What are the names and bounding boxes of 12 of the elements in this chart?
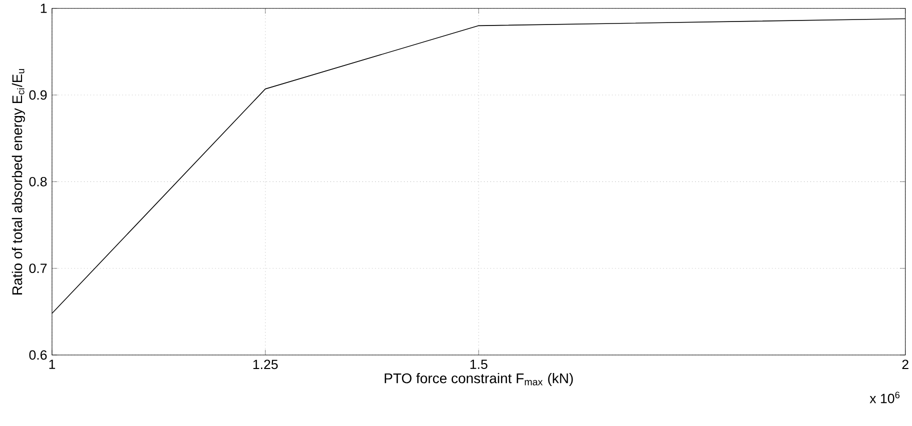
x-tick-label: 2 [902, 360, 908, 370]
x-tick-label: 1.5 [470, 360, 488, 370]
x-axis-title: PTO force constraint F$_{max}$ (kN) [384, 372, 573, 386]
y-tick-label: 0.7 [29, 264, 47, 274]
y-tick-label: 0.8 [29, 176, 47, 186]
y-axis-title: Ratio of total absorbed energy E$_{ci}$/E$_{u}$ [12, 69, 25, 294]
text: x 10$^{6}$ [870, 392, 900, 404]
x-tick-label: 1.25 [253, 360, 278, 370]
y-tick-label: 0.9 [29, 90, 47, 100]
y-tick-label: 1 [40, 4, 47, 13]
y-tick-label: 0.6 [29, 350, 47, 360]
x-tick-label: 1 [49, 360, 56, 369]
